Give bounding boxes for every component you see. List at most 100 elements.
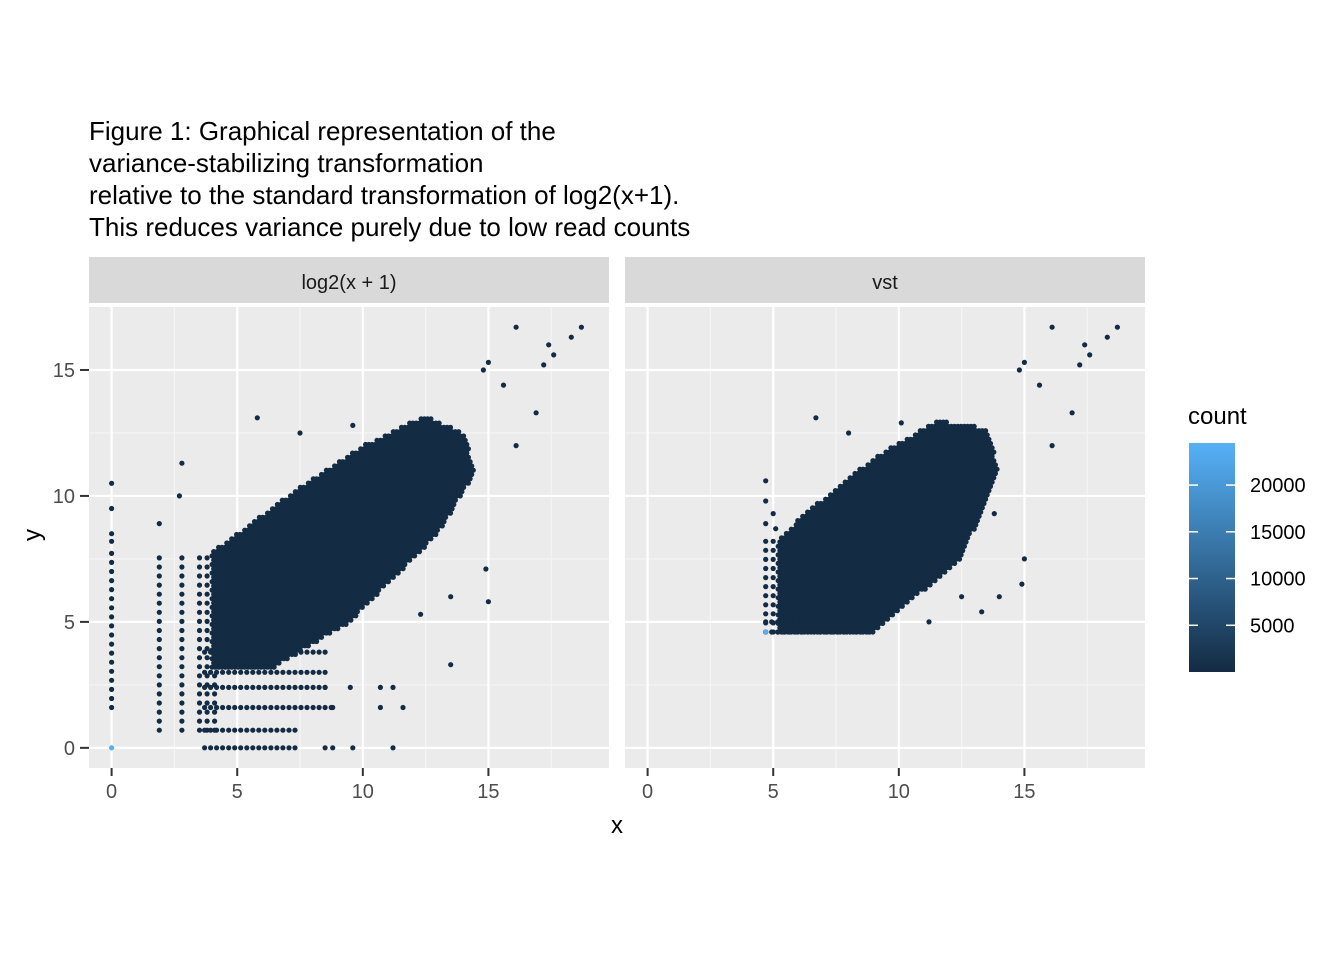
- hexbin-row: [262, 684, 268, 691]
- hexbin-outlier: [297, 430, 303, 436]
- hexbin: [276, 660, 282, 666]
- hexbin: [433, 531, 439, 538]
- hexbin-outlier: [390, 745, 396, 751]
- hexbin-row: [250, 727, 256, 733]
- hexbin: [402, 561, 408, 568]
- hexbin-row: [220, 727, 226, 733]
- hexbin-outlier: [322, 684, 328, 691]
- hexbin-column: [156, 600, 162, 606]
- hexbin-row: [286, 704, 292, 711]
- hexbin-column: [156, 627, 162, 634]
- hexbin-column: [204, 591, 210, 597]
- hexbin-column: [156, 718, 162, 724]
- hexbin-row: [226, 684, 232, 691]
- hexbin: [390, 574, 396, 580]
- hexbin-column: [179, 700, 185, 706]
- hexbin-row: [310, 649, 316, 655]
- hexbin-row: [292, 669, 298, 675]
- hexbin-outlier: [330, 745, 336, 751]
- hexbin-column: [204, 609, 210, 615]
- hexbin-row: [292, 704, 298, 711]
- hexbin-outlier: [533, 410, 539, 416]
- hexbin-column: [179, 718, 185, 724]
- hexbin-outlier: [485, 359, 491, 365]
- hexbin-row: [202, 669, 208, 675]
- hexbin-row: [316, 704, 322, 711]
- hexbin-row: [274, 727, 280, 733]
- hexbin: [395, 570, 401, 576]
- hexbin-outlier: [109, 480, 115, 486]
- hexbin-column: [212, 691, 218, 697]
- hexbin: [335, 626, 341, 632]
- hexbin: [284, 656, 290, 662]
- hexbin-column: [212, 564, 218, 570]
- hexbin-row: [214, 669, 220, 675]
- hexbin-column: [109, 668, 115, 674]
- hexbin-row: [274, 745, 280, 751]
- hexbin-column: [204, 700, 210, 706]
- hexbin-column: [179, 627, 185, 634]
- hexbin-column: [156, 636, 162, 643]
- hexbin-row: [202, 684, 208, 691]
- hexbin-row: [274, 684, 280, 691]
- hexbin-column: [212, 636, 218, 643]
- hexbin-outlier: [109, 505, 115, 512]
- hexbin-row: [268, 649, 274, 655]
- hexbin-row: [250, 704, 256, 711]
- figure-title: Figure 1: Graphical representation of th…: [89, 116, 690, 242]
- hexbin-row: [292, 649, 298, 655]
- hexbin-column: [212, 582, 218, 588]
- hexbin: [428, 536, 434, 542]
- hexbin-column: [196, 718, 203, 724]
- hexbin-outlier: [330, 704, 336, 711]
- hexbin-column: [109, 614, 115, 620]
- hexbin-row: [256, 669, 262, 675]
- hexbin: [412, 553, 418, 559]
- hexbin: [447, 424, 454, 430]
- hexbin-row: [274, 669, 280, 675]
- hexbin: [369, 596, 375, 602]
- hexbin-row: [232, 727, 238, 733]
- hexbin-column: [196, 582, 203, 588]
- hexbin-row: [250, 745, 256, 751]
- hexbin-column: [196, 664, 203, 670]
- hexbin-row: [208, 669, 214, 675]
- hexbin-column: [156, 727, 162, 733]
- hexbin-row: [208, 727, 214, 733]
- hexbin-row: [292, 745, 298, 751]
- hexbin-row: [238, 684, 244, 691]
- hexbin-outlier: [551, 352, 557, 358]
- hexbin-row: [208, 684, 214, 691]
- hexbin-row: [304, 669, 310, 675]
- hexbin-column: [196, 682, 203, 688]
- hexbin-row: [286, 745, 292, 751]
- hexbin-outlier: [578, 324, 585, 330]
- hexbin-row: [256, 727, 262, 733]
- hexbin-column: [179, 655, 185, 661]
- hexbin: [461, 484, 467, 490]
- hexbin-column: [204, 691, 210, 697]
- hexbin-row: [244, 669, 250, 675]
- hexbin: [457, 493, 463, 499]
- hexbin-column: [156, 555, 162, 561]
- hexbin-row: [310, 684, 316, 691]
- hexbin-row: [226, 727, 232, 733]
- facet-label-log2: log2(x + 1): [301, 272, 396, 294]
- hexbin-outlier: [480, 367, 486, 373]
- hexbin-column: [109, 568, 115, 575]
- hexbin-row: [238, 649, 244, 655]
- hexbin-column: [179, 709, 185, 715]
- hexbin: [436, 420, 442, 426]
- hexbin-row: [268, 727, 274, 733]
- hexbin-row: [280, 727, 286, 733]
- hexbin-row: [268, 704, 274, 711]
- hexbin-column: [196, 646, 203, 652]
- hexbin-row: [316, 669, 322, 675]
- hexbin: [416, 549, 423, 555]
- hexbin: [343, 621, 349, 628]
- hexbin-outlier: [485, 599, 491, 605]
- hexbin-row: [298, 684, 304, 691]
- hexbin-column: [179, 591, 185, 597]
- hexbin-row: [238, 704, 244, 711]
- title-line-3: relative to the standard transformation …: [89, 180, 679, 210]
